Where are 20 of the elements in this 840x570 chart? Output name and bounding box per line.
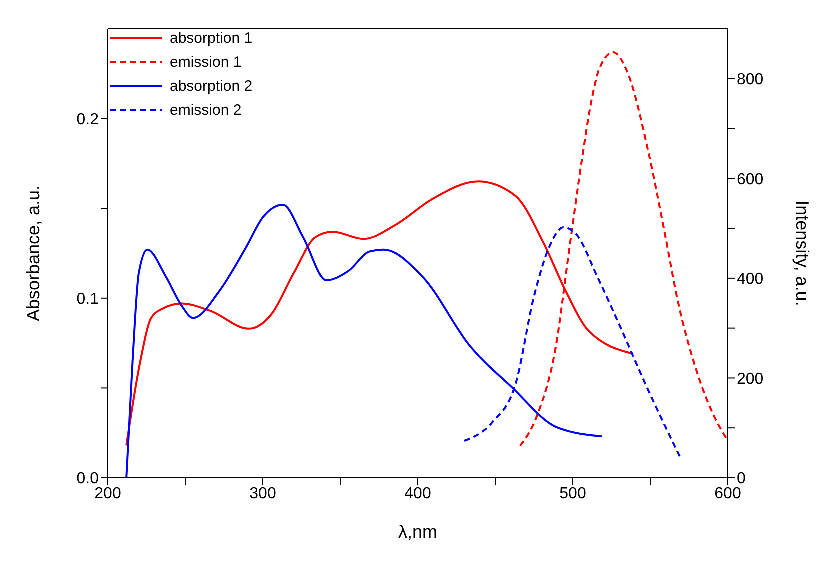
- x-tick-label: 300: [250, 485, 276, 502]
- legend-label: absorption 2: [170, 78, 253, 94]
- y2-axis-title: Intensity, a.u.: [792, 200, 813, 306]
- x-tick-label: 600: [714, 485, 742, 502]
- y2-tick-label: 0: [737, 470, 746, 488]
- y2-tick-label: 800: [737, 72, 764, 89]
- x-axis-title: λ,nm: [398, 522, 438, 542]
- y-tick-label: 0.1: [76, 291, 100, 308]
- legend-label: absorption 1: [170, 30, 253, 46]
- x-tick-label: 500: [560, 485, 586, 502]
- legend-label: emission 1: [170, 54, 242, 70]
- y2-tick-label: 200: [737, 370, 764, 388]
- y-tick-label: 0.2: [76, 111, 100, 128]
- legend-label: emission 2: [170, 102, 242, 118]
- x-tick-label: 400: [404, 485, 432, 502]
- y-tick-label: 0.0: [76, 470, 100, 488]
- y-axis-title: Absorbance, a.u.: [23, 185, 44, 322]
- y2-tick-label: 600: [737, 171, 764, 188]
- x-tick-label: 200: [94, 485, 122, 502]
- y2-tick-label: 400: [737, 271, 764, 288]
